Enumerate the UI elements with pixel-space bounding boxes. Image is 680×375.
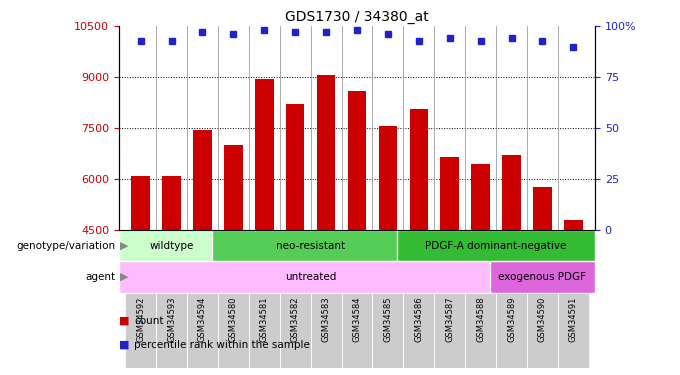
- Text: GSM34587: GSM34587: [445, 296, 454, 342]
- Text: neo-resistant: neo-resistant: [276, 240, 345, 250]
- Bar: [347, 91, 367, 230]
- Bar: [187, 292, 218, 368]
- Bar: [527, 292, 558, 368]
- Bar: [131, 176, 150, 230]
- Text: GSM34580: GSM34580: [229, 296, 238, 342]
- Text: GSM34588: GSM34588: [476, 296, 485, 342]
- Text: agent: agent: [86, 272, 116, 282]
- Text: percentile rank within the sample: percentile rank within the sample: [134, 340, 310, 350]
- Text: GSM34585: GSM34585: [384, 296, 392, 342]
- Bar: [373, 292, 403, 368]
- Bar: [125, 292, 156, 368]
- Text: GSM34583: GSM34583: [322, 296, 330, 342]
- Bar: [397, 230, 595, 261]
- Text: ▶: ▶: [120, 240, 129, 250]
- Text: GSM34584: GSM34584: [352, 296, 362, 342]
- Bar: [279, 292, 311, 368]
- Text: count: count: [134, 316, 163, 326]
- Bar: [409, 110, 428, 230]
- Text: exogenous PDGF: exogenous PDGF: [498, 272, 586, 282]
- Text: GSM34582: GSM34582: [290, 296, 300, 342]
- Bar: [193, 130, 211, 230]
- Bar: [119, 261, 503, 292]
- Text: GSM34592: GSM34592: [136, 296, 145, 342]
- Bar: [564, 220, 583, 230]
- Bar: [496, 292, 527, 368]
- Bar: [503, 155, 521, 230]
- Bar: [163, 176, 181, 230]
- Bar: [156, 292, 187, 368]
- Bar: [311, 292, 341, 368]
- Bar: [533, 188, 551, 230]
- Text: GSM34586: GSM34586: [414, 296, 424, 342]
- Text: GSM34591: GSM34591: [569, 296, 578, 342]
- Text: wildtype: wildtype: [150, 240, 194, 250]
- Bar: [317, 75, 335, 230]
- Bar: [249, 292, 279, 368]
- Bar: [465, 292, 496, 368]
- Bar: [490, 261, 595, 292]
- Bar: [471, 164, 490, 230]
- Bar: [224, 145, 243, 230]
- Bar: [119, 230, 224, 261]
- Text: ■: ■: [119, 340, 133, 350]
- Text: GSM34590: GSM34590: [538, 296, 547, 342]
- Bar: [286, 104, 305, 230]
- Bar: [255, 79, 273, 230]
- Text: PDGF-A dominant-negative: PDGF-A dominant-negative: [426, 240, 566, 250]
- Text: ▶: ▶: [120, 272, 129, 282]
- Bar: [435, 292, 465, 368]
- Text: GSM34581: GSM34581: [260, 296, 269, 342]
- Bar: [211, 230, 409, 261]
- Bar: [558, 292, 589, 368]
- Bar: [218, 292, 249, 368]
- Text: GSM34594: GSM34594: [198, 296, 207, 342]
- Title: GDS1730 / 34380_at: GDS1730 / 34380_at: [285, 10, 429, 24]
- Text: GSM34593: GSM34593: [167, 296, 176, 342]
- Bar: [441, 157, 459, 230]
- Bar: [403, 292, 435, 368]
- Text: genotype/variation: genotype/variation: [16, 240, 116, 250]
- Text: untreated: untreated: [285, 272, 337, 282]
- Bar: [379, 126, 397, 230]
- Text: ■: ■: [119, 316, 133, 326]
- Text: GSM34589: GSM34589: [507, 296, 516, 342]
- Bar: [341, 292, 373, 368]
